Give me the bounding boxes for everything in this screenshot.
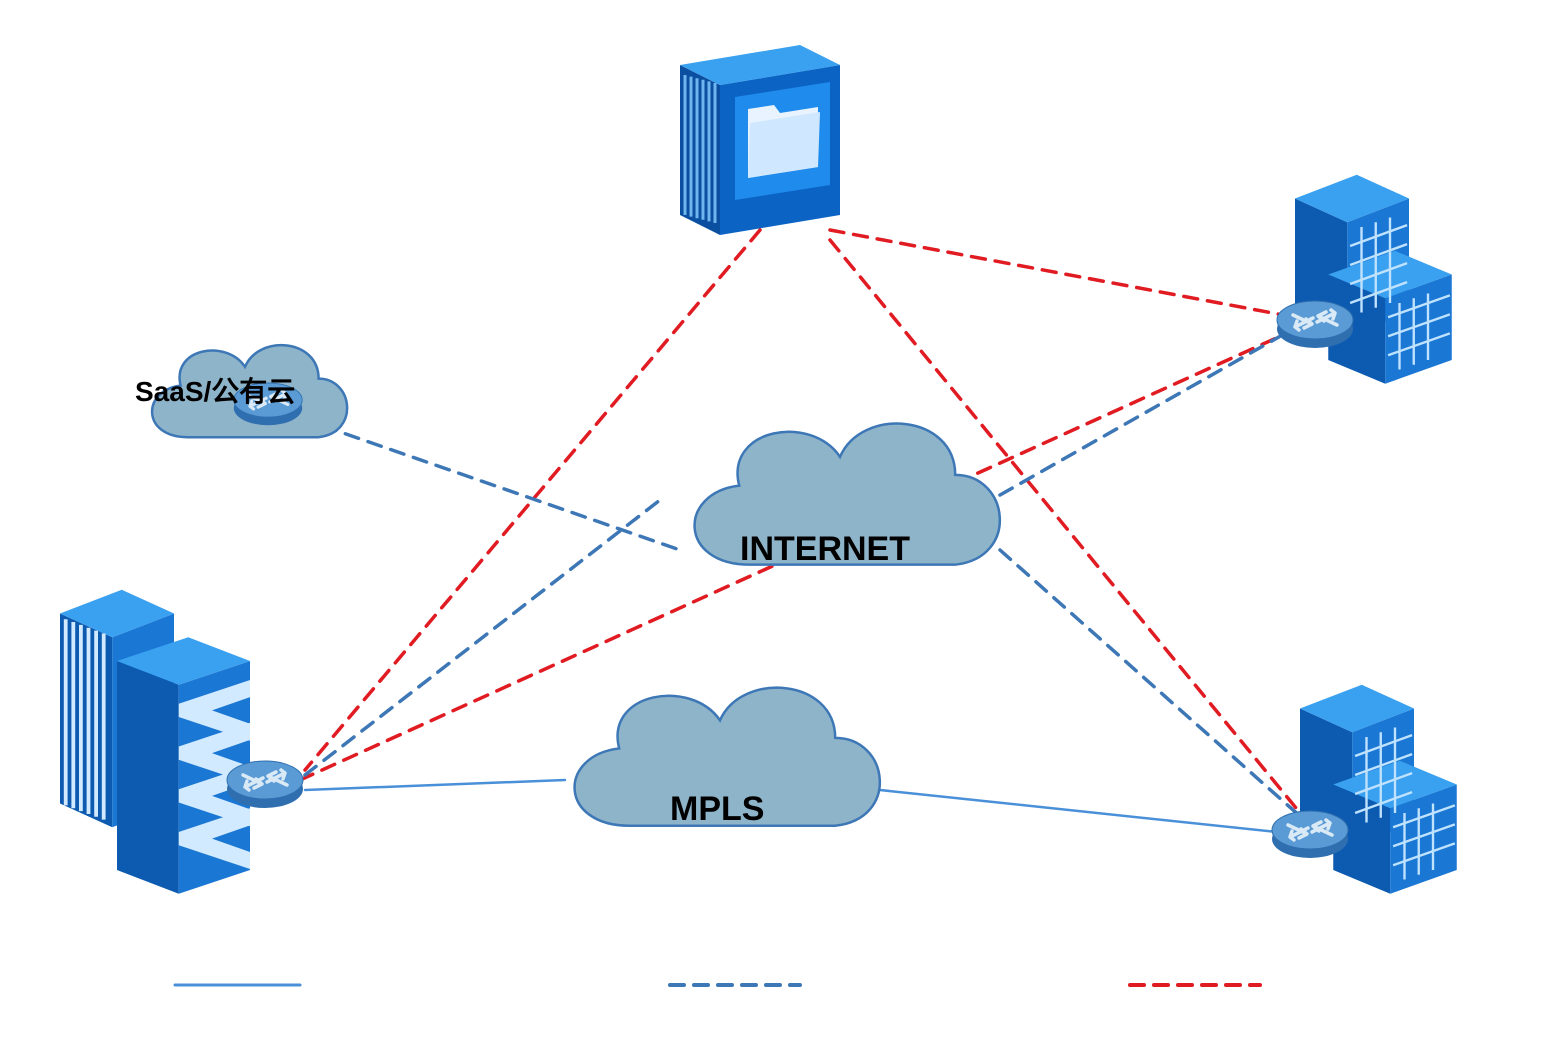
edge-blue-solid (305, 780, 565, 790)
cloud-label-internet: INTERNET (740, 530, 910, 569)
cloud-label-saas: SaaS/公有云 (135, 370, 295, 410)
building-icon-bldg_br (1300, 685, 1457, 894)
diagram-svg (0, 0, 1564, 1051)
router-dc_router (227, 761, 303, 808)
edge-blue-dash (1000, 325, 1300, 495)
datacenter-icon (60, 590, 250, 894)
edge-blue-dash (300, 418, 680, 550)
diagram-canvas: SaaS/公有云 INTERNET MPLS (0, 0, 1564, 1051)
edge-blue-dash (1000, 550, 1310, 825)
router-router_tr (1277, 301, 1353, 348)
server-icon (680, 45, 840, 235)
cloud-label-mpls: MPLS (670, 790, 764, 829)
router-router_br (1272, 811, 1348, 858)
building-icon-bldg_tr (1295, 175, 1452, 384)
edge-blue-dash (305, 500, 660, 775)
edge-red-dash (830, 230, 1310, 320)
edge-blue-solid (880, 790, 1305, 835)
